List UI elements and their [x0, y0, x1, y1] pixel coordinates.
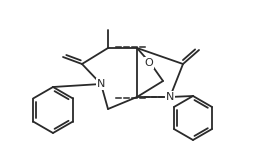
Text: N: N [165, 92, 173, 102]
Text: N: N [97, 79, 105, 89]
Text: O: O [144, 58, 153, 68]
